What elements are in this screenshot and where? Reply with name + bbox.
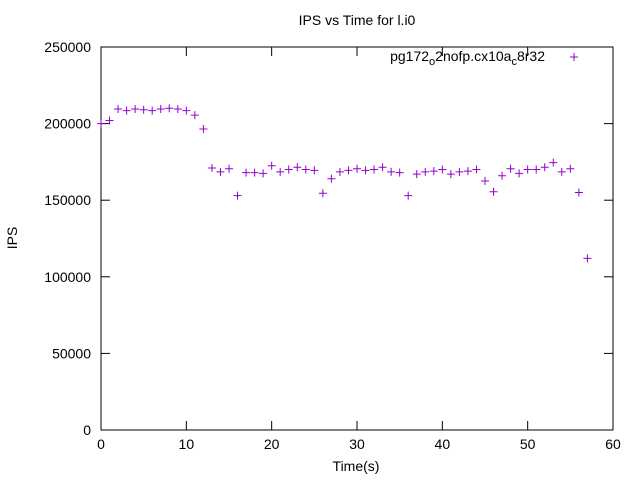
data-point (156, 105, 165, 114)
data-point (583, 254, 592, 263)
data-point (412, 170, 421, 179)
data-point (557, 167, 566, 176)
x-tick-label: 10 (179, 436, 195, 452)
x-axis-title: Time(s) (333, 458, 380, 474)
data-point (489, 187, 498, 196)
data-point (105, 116, 114, 125)
legend-label-part: 2nofp.cx10a (435, 48, 511, 64)
data-point (131, 105, 140, 114)
data-point (233, 191, 242, 200)
data-point (284, 165, 293, 174)
data-point (463, 167, 472, 176)
legend-label: pg172o2nofp.cx10ac8r32 (390, 48, 545, 68)
data-point (250, 168, 259, 177)
data-point (455, 167, 464, 176)
y-tick-label: 50000 (52, 345, 91, 361)
data-point (515, 169, 524, 178)
data-point (429, 167, 438, 176)
plot-axes: 0 10 20 30 40 50 60 0 50000 100000 150000 200000 250… (44, 39, 621, 452)
data-point (225, 164, 233, 173)
data-point (532, 165, 541, 174)
data-point (438, 165, 447, 174)
data-point (540, 163, 549, 172)
data-point (122, 106, 131, 115)
data-point (370, 165, 379, 174)
data-point (395, 168, 404, 177)
x-tick-label: 60 (605, 436, 621, 452)
data-point (361, 166, 370, 175)
data-point (139, 105, 148, 114)
data-point (335, 167, 344, 176)
data-point (506, 164, 515, 173)
data-point (421, 167, 430, 176)
data-point (344, 166, 353, 175)
data-point (353, 164, 361, 173)
data-point (114, 105, 123, 114)
x-tick-label: 40 (435, 436, 451, 452)
data-point (199, 124, 208, 133)
data-point (498, 171, 507, 180)
data-point (404, 191, 413, 200)
y-tick-label: 150000 (44, 192, 91, 208)
data-point (276, 167, 285, 176)
chart-title: IPS vs Time for l.i0 (299, 12, 416, 28)
data-point (387, 167, 396, 176)
x-tick-label: 0 (97, 436, 105, 452)
legend-marker (570, 53, 578, 61)
data-point (259, 169, 268, 178)
data-point (549, 158, 558, 167)
data-point (378, 163, 387, 172)
data-point (165, 104, 174, 113)
data-point (472, 165, 481, 174)
data-point (242, 168, 251, 177)
x-tick-label: 50 (520, 436, 536, 452)
plot-frame (100, 46, 614, 431)
data-point (566, 164, 575, 173)
x-tick-label: 30 (349, 436, 365, 452)
data-point (446, 170, 455, 179)
data-point (267, 161, 276, 170)
x-tick-label: 20 (264, 436, 280, 452)
legend: pg172o2nofp.cx10ac8r32 (390, 48, 578, 68)
data-point (173, 105, 182, 114)
data-point (301, 165, 310, 174)
data-point (574, 188, 583, 197)
y-axis-title: IPS (4, 227, 20, 250)
data-point (293, 163, 302, 172)
data-point (318, 189, 327, 198)
data-point (327, 174, 336, 183)
data-point (310, 166, 319, 175)
legend-label-part: 8r32 (517, 48, 545, 64)
data-point (190, 111, 199, 120)
data-point (216, 167, 225, 176)
data-point (207, 164, 216, 173)
legend-label-part: pg172 (390, 48, 429, 64)
y-tick-label: 100000 (44, 269, 91, 285)
y-tick-label: 0 (83, 422, 91, 438)
series-points (97, 104, 592, 263)
data-point (523, 165, 532, 174)
data-point (481, 177, 489, 186)
data-point (148, 106, 157, 115)
legend-label-part: c (511, 56, 517, 68)
y-tick-label: 200000 (44, 116, 91, 132)
y-tick-label: 250000 (44, 39, 91, 55)
data-point (182, 106, 191, 115)
data-point (97, 119, 105, 128)
legend-label-part: o (429, 56, 435, 68)
